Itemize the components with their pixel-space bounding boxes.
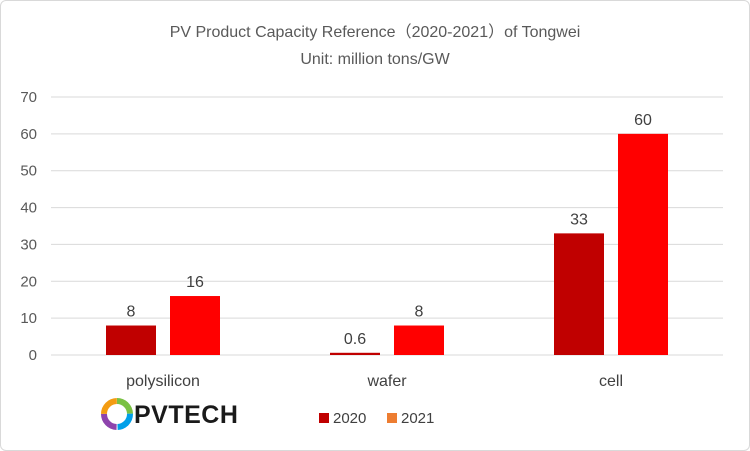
category-labels: polysilicon wafer cell bbox=[126, 373, 623, 390]
legend-swatch-2021 bbox=[387, 413, 397, 423]
data-label: 8 bbox=[415, 304, 424, 321]
data-label: 33 bbox=[570, 211, 588, 228]
bar-2020-polysilicon bbox=[106, 325, 156, 355]
y-tick-label: 10 bbox=[20, 310, 37, 327]
legend-label-2021: 2021 bbox=[401, 410, 434, 427]
bar-2021-wafer bbox=[394, 325, 444, 355]
category-label: cell bbox=[599, 373, 623, 390]
bar-2021-polysilicon bbox=[170, 296, 220, 355]
chart-subtitle: Unit: million tons/GW bbox=[300, 51, 450, 68]
data-label: 16 bbox=[186, 274, 204, 291]
bar-2020-wafer bbox=[330, 352, 380, 355]
data-label: 60 bbox=[634, 112, 652, 129]
legend: 2020 2021 bbox=[319, 410, 434, 427]
chart-title: PV Product Capacity Reference（2020-2021）… bbox=[170, 23, 581, 41]
y-tick-label: 50 bbox=[20, 163, 37, 180]
y-tick-label: 0 bbox=[29, 347, 37, 364]
y-tick-label: 20 bbox=[20, 273, 37, 290]
data-label: 8 bbox=[127, 304, 136, 321]
logo-text: PVTECH bbox=[134, 401, 238, 429]
y-tick-label: 40 bbox=[20, 200, 37, 217]
y-axis-ticks: 0 10 20 30 40 50 60 70 bbox=[20, 89, 37, 364]
pvtech-ring-icon bbox=[101, 398, 133, 430]
bar-2021-cell bbox=[618, 133, 668, 355]
bars bbox=[106, 133, 668, 355]
gridlines bbox=[51, 96, 723, 356]
data-labels: 8 16 0.6 8 33 60 bbox=[127, 112, 652, 348]
pvtech-logo: PVTECH bbox=[101, 398, 238, 430]
legend-label-2020: 2020 bbox=[333, 410, 366, 427]
data-label: 0.6 bbox=[344, 331, 366, 348]
y-tick-label: 70 bbox=[20, 89, 37, 106]
legend-swatch-2020 bbox=[319, 413, 329, 423]
bar-2020-cell bbox=[554, 233, 604, 355]
y-tick-label: 60 bbox=[20, 126, 37, 143]
y-tick-label: 30 bbox=[20, 236, 37, 253]
category-label: wafer bbox=[366, 373, 407, 390]
category-label: polysilicon bbox=[126, 373, 200, 390]
